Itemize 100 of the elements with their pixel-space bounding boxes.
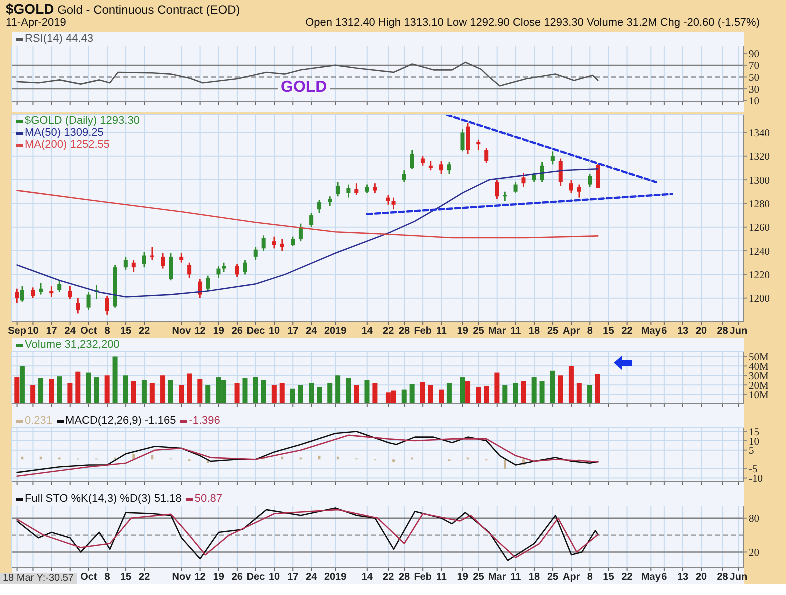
bar bbox=[428, 385, 434, 404]
candlestick bbox=[420, 156, 425, 167]
bar bbox=[446, 383, 452, 404]
bar bbox=[68, 383, 73, 404]
x-tick-label: 24 bbox=[64, 326, 76, 338]
y-tick-label: 1300 bbox=[749, 176, 770, 187]
bar bbox=[309, 383, 314, 404]
x-tick-label: 25 bbox=[473, 572, 485, 584]
y-tick-label: 15 bbox=[749, 427, 760, 438]
bar bbox=[150, 383, 155, 404]
x-tick-label: 20 bbox=[696, 572, 708, 584]
candlestick bbox=[262, 234, 266, 252]
x-tick-label: 22 bbox=[383, 572, 395, 584]
bar bbox=[439, 390, 444, 404]
candlestick bbox=[392, 197, 396, 210]
bar bbox=[290, 388, 296, 404]
candlestick bbox=[105, 295, 110, 316]
x-tick-label: 11 bbox=[436, 326, 448, 338]
y-tick-label: 50 bbox=[749, 72, 760, 84]
bar bbox=[568, 366, 574, 404]
legend-label: MA(200) 1252.55 bbox=[25, 139, 110, 151]
candlestick bbox=[222, 262, 226, 274]
candlestick bbox=[346, 184, 351, 198]
x-tick-label: Jun bbox=[730, 326, 748, 338]
candlestick bbox=[577, 184, 582, 198]
candlestick bbox=[31, 286, 36, 300]
candlestick bbox=[142, 252, 146, 268]
bar bbox=[20, 366, 25, 404]
x-tick-label: 15 bbox=[603, 572, 615, 584]
bar bbox=[187, 374, 192, 404]
text: Open 1312.40 High 1313.10 Low 1292.90 Close 1293.30 Volume 31.2M Chg -20.60 (-1.57%) bbox=[306, 17, 760, 29]
bar bbox=[272, 385, 277, 404]
candlestick bbox=[558, 158, 563, 187]
x-tick-label: Sep bbox=[8, 326, 26, 338]
candlestick bbox=[169, 252, 173, 282]
y-tick-label: 1260 bbox=[749, 223, 770, 234]
x-tick-label: 25 bbox=[547, 326, 560, 338]
candlestick bbox=[243, 260, 248, 276]
bar bbox=[513, 383, 518, 404]
bar bbox=[576, 383, 582, 404]
y-tick-label: 30M bbox=[749, 371, 770, 382]
x-tick-label: 2019 bbox=[324, 326, 348, 338]
bar bbox=[550, 370, 556, 404]
x-tick-label: 8 bbox=[104, 572, 111, 584]
x-tick-label: 11 bbox=[510, 572, 522, 584]
x-tick-label: 12 bbox=[194, 572, 206, 584]
legend-label: MACD(12,26,9) -1.165 bbox=[66, 415, 176, 427]
x-tick-label: 19 bbox=[457, 326, 469, 338]
x-tick-label: 19 bbox=[213, 572, 225, 584]
x-tick-label: 17 bbox=[46, 326, 58, 338]
bar bbox=[160, 376, 166, 404]
bar bbox=[364, 380, 370, 404]
y-tick-label: 1220 bbox=[749, 270, 770, 282]
y-tick-label: 1340 bbox=[749, 128, 770, 140]
x-tick-label: 10 bbox=[269, 572, 281, 584]
bar bbox=[234, 383, 240, 404]
candlestick bbox=[484, 147, 489, 164]
x-tick-label: 11 bbox=[436, 572, 448, 584]
x-tick-label: 13 bbox=[677, 572, 689, 584]
x-tick-label: 24 bbox=[306, 572, 318, 584]
y-tick-label: 1280 bbox=[749, 199, 770, 210]
candlestick bbox=[447, 162, 452, 175]
bar bbox=[86, 372, 92, 404]
bar bbox=[104, 376, 110, 404]
candlestick bbox=[596, 164, 600, 190]
x-tick-label: Oct bbox=[80, 572, 98, 584]
x-tick-label: Mar bbox=[488, 572, 506, 584]
candlestick bbox=[254, 246, 258, 262]
bar bbox=[14, 378, 20, 404]
candlestick bbox=[514, 182, 518, 194]
candlestick bbox=[532, 172, 536, 184]
candlestick bbox=[410, 150, 414, 170]
candlestick bbox=[58, 280, 62, 294]
candlestick bbox=[86, 292, 91, 311]
annotation: GOLD bbox=[278, 79, 330, 97]
bar bbox=[410, 384, 415, 404]
candlestick bbox=[440, 160, 444, 175]
bar bbox=[502, 385, 508, 404]
bar bbox=[336, 376, 341, 404]
candlestick bbox=[466, 122, 470, 155]
bar bbox=[49, 379, 54, 404]
candlestick bbox=[318, 199, 322, 214]
candlestick bbox=[310, 212, 314, 228]
x-tick-label: Nov bbox=[172, 572, 192, 584]
candlestick bbox=[68, 286, 72, 300]
x-tick-label: 22 bbox=[383, 326, 395, 338]
bar bbox=[280, 383, 285, 404]
bar bbox=[112, 356, 118, 404]
bar bbox=[372, 383, 378, 404]
bar bbox=[494, 372, 500, 404]
bar bbox=[76, 372, 81, 404]
bar bbox=[476, 386, 482, 404]
bar bbox=[261, 380, 266, 404]
candlestick bbox=[15, 288, 20, 304]
candlestick bbox=[291, 236, 295, 247]
y-tick-label: 20M bbox=[749, 380, 770, 392]
bar bbox=[540, 381, 545, 404]
bar bbox=[402, 390, 407, 404]
x-tick-label: 10 bbox=[28, 326, 40, 338]
x-tick-label: 6 bbox=[662, 326, 668, 338]
